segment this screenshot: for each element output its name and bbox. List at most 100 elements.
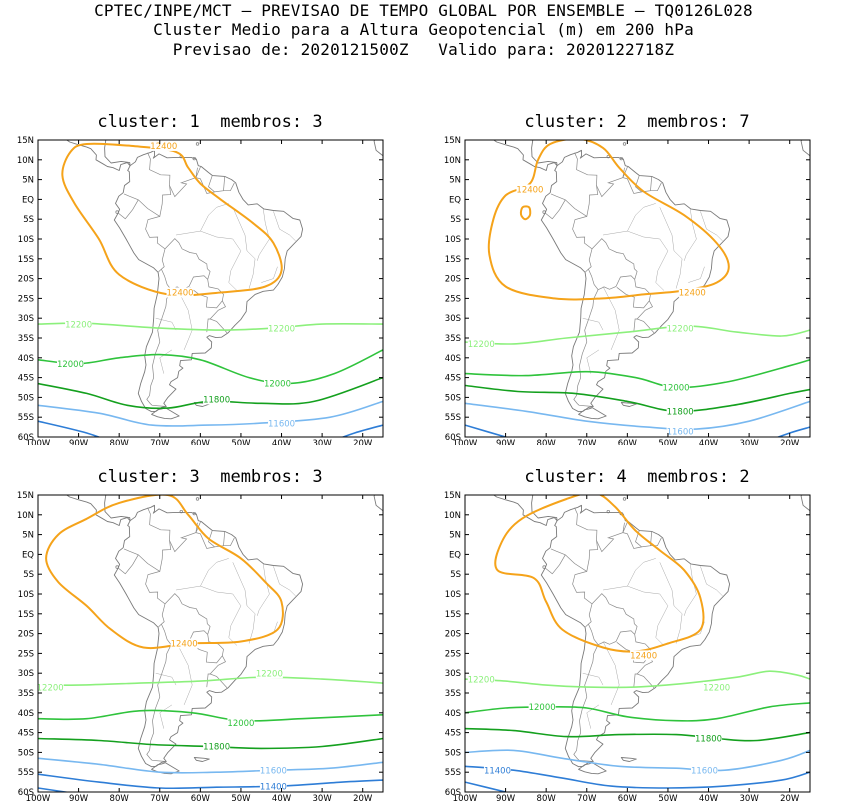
panel-title: cluster: 3 membros: 3: [97, 467, 323, 487]
falklands-coastline: [620, 757, 637, 762]
country-border: [189, 279, 224, 309]
lon-tick-label: 100W: [26, 439, 51, 445]
island: [602, 480, 605, 483]
map-canvas: 12400 12200 12200 12000 11800 11600 11400 15N 10…: [17, 481, 384, 803]
state-border: [273, 566, 296, 597]
lat-tick-label: 50S: [18, 748, 34, 758]
country-border: [209, 655, 228, 689]
island: [115, 210, 119, 214]
state-border: [273, 211, 296, 242]
country-border: [208, 530, 226, 548]
lat-tick-label: 5S: [23, 215, 34, 225]
lat-tick-label: 30S: [445, 314, 461, 324]
contour-label-bg: [259, 781, 287, 792]
state-border: [261, 266, 278, 283]
contour-label-bg: [170, 638, 198, 649]
country-border: [633, 318, 638, 333]
africa-coastline: [373, 140, 383, 157]
island: [619, 156, 623, 161]
country-border: [636, 300, 655, 334]
state-border: [175, 286, 193, 350]
island: [622, 490, 625, 493]
map-canvas: 12400 12400 12200 12200 12000 12000 11800 11600…: [17, 126, 384, 445]
contour-label: 11800: [695, 735, 722, 745]
island: [195, 497, 200, 501]
contour-11800: [465, 384, 810, 413]
country-border: [164, 238, 211, 280]
subtitle-variable: Cluster Medio para a Altura Geopotencial…: [153, 20, 694, 39]
lon-tick-label: 70W: [577, 794, 597, 803]
lon-tick-label: 70W: [577, 439, 597, 445]
lon-tick-label: 20W: [353, 439, 373, 445]
central-america-coastline: [492, 495, 558, 526]
island: [614, 481, 617, 484]
lat-tick-label: 50S: [445, 748, 461, 758]
country-border: [223, 537, 235, 547]
state-border: [159, 704, 173, 729]
lon-tick-label: 100W: [453, 794, 478, 803]
lat-tick-label: 15S: [18, 255, 34, 265]
lat-tick-label: 55S: [445, 413, 461, 423]
contour-label: 11600: [268, 419, 295, 429]
country-border: [573, 268, 599, 407]
state-border: [256, 564, 270, 616]
panel-title: cluster: 4 membros: 2: [524, 467, 750, 487]
lat-tick-label: 60S: [445, 788, 461, 798]
island: [594, 479, 597, 482]
state-border: [602, 641, 620, 705]
falklands-coastline: [620, 402, 637, 407]
lat-tick-label: 10S: [445, 235, 461, 245]
contour-11600: [38, 757, 383, 774]
lat-tick-label: 15S: [445, 255, 461, 265]
contour-label-bg: [227, 717, 255, 728]
contour-label-bg: [703, 682, 731, 693]
contour-label-bg: [467, 338, 495, 349]
contour-label: 12000: [57, 360, 84, 370]
contour-label-bg: [150, 140, 178, 151]
tierra-del-fuego-coastline: [578, 407, 607, 420]
island: [126, 481, 129, 484]
contour-11600: [465, 749, 810, 772]
island: [614, 126, 617, 129]
contour-label-bg: [56, 358, 84, 369]
tierra-del-fuego-coastline: [578, 762, 607, 775]
contour-label-bg: [516, 184, 544, 195]
lat-tick-label: 25S: [18, 294, 34, 304]
island: [192, 156, 196, 161]
lon-tick-label: 100W: [26, 794, 51, 803]
lon-tick-label: 60W: [191, 439, 211, 445]
island: [126, 126, 129, 129]
contour-label-bg: [695, 733, 723, 744]
state-border: [582, 317, 604, 331]
falklands-coastline: [193, 402, 210, 407]
lat-tick-label: 60S: [18, 433, 34, 443]
contour-label: 12000: [227, 719, 254, 729]
lon-tick-label: 20W: [353, 794, 373, 803]
lat-tick-label: 5N: [449, 176, 461, 186]
state-border: [232, 207, 256, 289]
lat-tick-label: 10N: [444, 156, 461, 166]
lon-tick-label: 50W: [231, 794, 251, 803]
state-border: [586, 704, 600, 729]
country-border: [572, 216, 593, 273]
contour-12200: [38, 676, 383, 687]
map-panel-cluster-4: cluster: 4 membros: 2 12400 12200 12200 120…: [427, 465, 847, 803]
country-border: [591, 593, 638, 635]
map-layer: 12400 12400 12200 12200 12000 11800 11600: [465, 126, 810, 437]
contour-label: 12400: [167, 289, 194, 299]
lat-tick-label: 15N: [444, 491, 461, 501]
lon-tick-label: 70W: [150, 439, 170, 445]
lat-tick-label: 25S: [18, 649, 34, 659]
state-border: [175, 641, 193, 705]
lon-tick-label: 20W: [780, 794, 800, 803]
lat-tick-label: 45S: [18, 729, 34, 739]
contour-label: 12200: [268, 324, 295, 334]
country-border: [573, 623, 599, 762]
lat-tick-label: 5S: [23, 570, 34, 580]
lat-tick-label: 60S: [18, 788, 34, 798]
contour-label-bg: [666, 406, 694, 417]
lat-tick-label: 50S: [445, 393, 461, 403]
africa-coastline: [800, 140, 810, 157]
lon-tick-label: 50W: [658, 439, 678, 445]
lat-tick-label: 10S: [18, 590, 34, 600]
